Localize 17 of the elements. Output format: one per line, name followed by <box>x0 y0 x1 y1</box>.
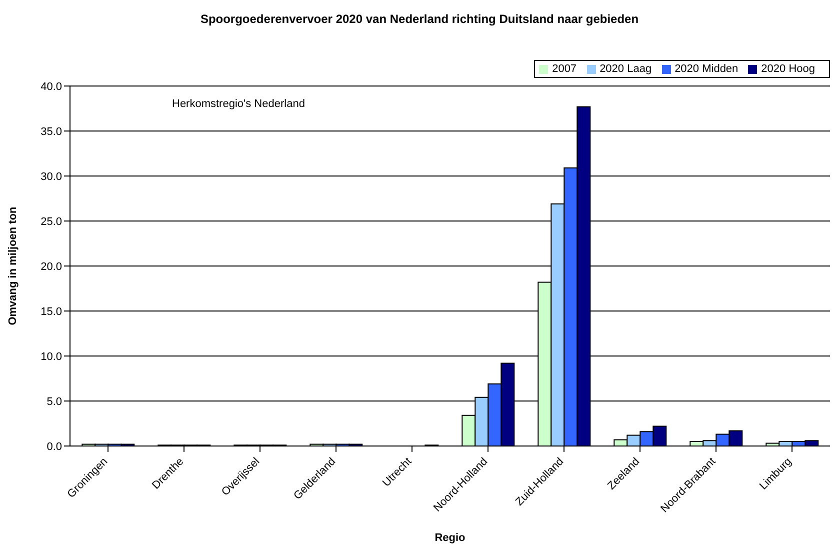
y-tick-label: 25.0 <box>40 216 62 228</box>
y-tick-label: 35.0 <box>40 126 62 138</box>
y-tick-label: 40.0 <box>40 80 62 93</box>
y-tick-label: 30.0 <box>40 170 62 183</box>
y-tick-label: 10.0 <box>40 350 62 363</box>
y-tick-label: 5.0 <box>46 396 62 408</box>
y-tick-label: 0.0 <box>46 440 62 453</box>
legend-label: 2020 Laag <box>600 63 652 75</box>
y-tick-label: 15.0 <box>40 306 62 318</box>
legend-label: 2007 <box>552 63 577 75</box>
legend-label: 2020 Hoog <box>761 63 815 75</box>
legend-label: 2020 Midden <box>674 63 738 75</box>
chart-title: Spoorgoederenvervoer 2020 van Nederland richting Duitsland naar gebieden <box>199 12 640 26</box>
y-tick-label: 20.0 <box>40 260 62 273</box>
y-axis-title: Omvang in miljoen ton <box>6 206 19 326</box>
x-axis-title: Regio <box>434 532 466 544</box>
annotation: Herkomstregio's Nederland <box>172 98 305 111</box>
